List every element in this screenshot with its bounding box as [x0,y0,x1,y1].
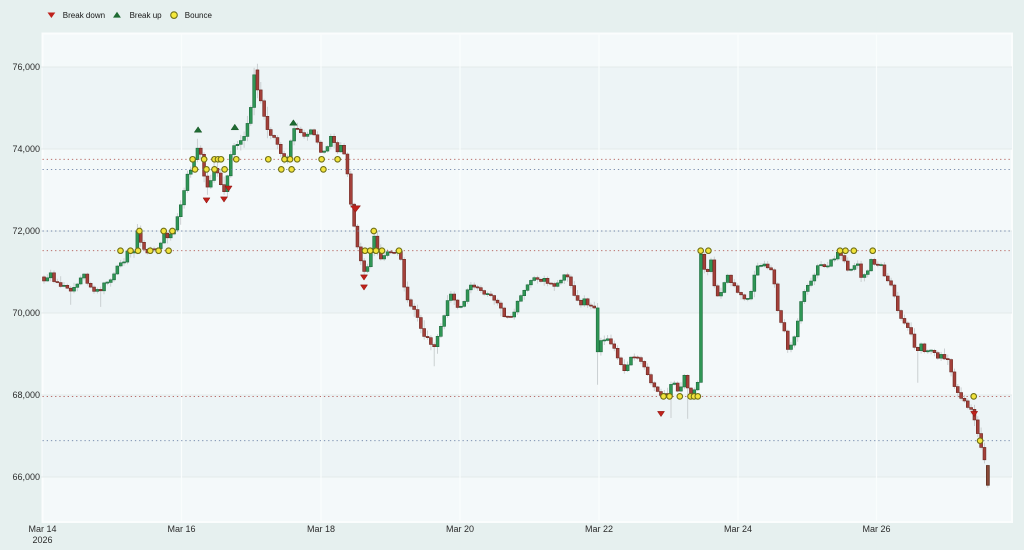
svg-text:76,000: 76,000 [12,62,40,72]
svg-text:70,000: 70,000 [12,308,40,318]
svg-text:Break down: Break down [63,11,105,20]
svg-text:66,000: 66,000 [12,472,40,482]
svg-text:Mar 22: Mar 22 [585,524,613,534]
svg-text:74,000: 74,000 [12,144,40,154]
svg-text:2026: 2026 [32,535,52,545]
svg-text:Mar 18: Mar 18 [307,524,335,534]
svg-text:68,000: 68,000 [12,390,40,400]
svg-text:Mar 16: Mar 16 [167,524,195,534]
svg-text:Mar 20: Mar 20 [446,524,474,534]
svg-text:Mar 26: Mar 26 [862,524,890,534]
svg-text:Mar 14: Mar 14 [28,524,56,534]
svg-text:Break up: Break up [130,11,163,20]
svg-text:72,000: 72,000 [12,226,40,236]
svg-text:Mar 24: Mar 24 [724,524,752,534]
svg-text:Bounce: Bounce [185,11,213,20]
